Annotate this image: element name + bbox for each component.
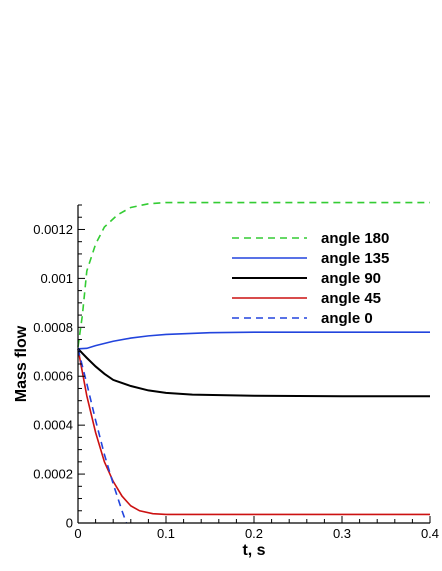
series-line-angle-180 <box>77 201 430 347</box>
x-tick-label: 0.3 <box>333 526 351 541</box>
series-line-angle-45 <box>77 348 430 516</box>
y-axis-title: Mass flow <box>13 325 30 402</box>
legend-label: angle 180 <box>321 230 389 247</box>
series-layer <box>77 201 430 524</box>
x-tick-label: 0.2 <box>245 526 263 541</box>
legend-label: angle 90 <box>321 270 381 287</box>
y-tick-label: 0.0012 <box>33 222 73 237</box>
x-tick-label: 0.4 <box>421 526 439 541</box>
series-line-angle-135 <box>77 331 430 350</box>
x-tick-label: 0 <box>74 526 81 541</box>
y-tick-label: 0.0002 <box>33 467 73 482</box>
y-tick-label: 0.0006 <box>33 369 73 384</box>
legend-label: angle 45 <box>321 290 381 307</box>
y-tick-label: 0.001 <box>40 271 73 286</box>
series-line-angle-90 <box>77 348 430 398</box>
legend: angle 180 angle 135 angle 90 angle 45 angle … <box>232 230 389 327</box>
y-tick-label: 0.0008 <box>33 320 73 335</box>
series-line-angle-0 <box>77 348 128 524</box>
x-tick-label: 0.1 <box>157 526 175 541</box>
legend-label: angle 135 <box>321 250 389 267</box>
x-axis-title: t, s <box>242 542 265 559</box>
legend-label: angle 0 <box>321 310 373 327</box>
y-tick-label: 0.0004 <box>33 418 73 433</box>
y-tick-label: 0 <box>66 516 73 531</box>
ticks-layer: 0 0.1 0.2 0.3 0.4 0 0.0002 0.0004 0.0006 0.0008 0.… <box>33 204 439 541</box>
